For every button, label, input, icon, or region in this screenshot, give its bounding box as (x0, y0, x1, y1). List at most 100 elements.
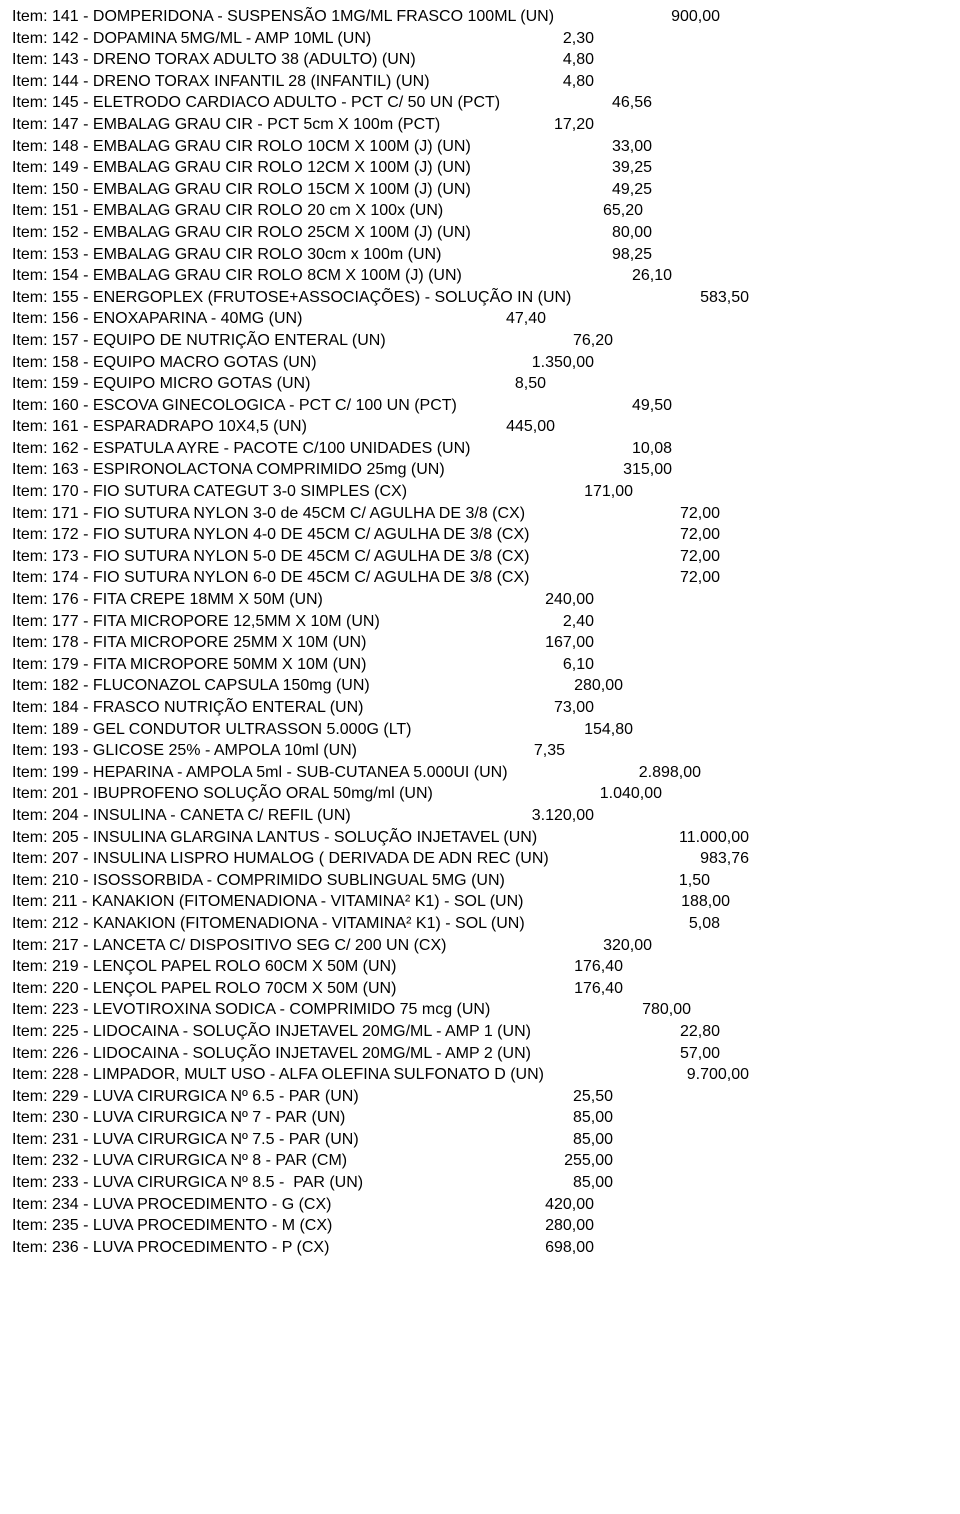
item-price: 22,80 (680, 1021, 720, 1043)
item-price: 4,80 (563, 49, 594, 71)
item-description: Item: 159 - EQUIPO MICRO GOTAS (UN) (12, 373, 310, 395)
item-line: Item: 160 - ESCOVA GINECOLOGICA - PCT C/… (12, 395, 672, 417)
item-line: Item: 177 - FITA MICROPORE 12,5MM X 10M … (12, 611, 594, 633)
item-line: Item: 225 - LIDOCAINA - SOLUÇÃO INJETAVE… (12, 1021, 720, 1043)
item-price: 65,20 (603, 200, 643, 222)
item-description: Item: 145 - ELETRODO CARDIACO ADULTO - P… (12, 92, 500, 114)
item-line: Item: 174 - FIO SUTURA NYLON 6-0 DE 45CM… (12, 567, 720, 589)
item-description: Item: 174 - FIO SUTURA NYLON 6-0 DE 45CM… (12, 567, 529, 589)
item-line: Item: 233 - LUVA CIRURGICA Nº 8.5 - PAR … (12, 1172, 613, 1194)
item-line: Item: 231 - LUVA CIRURGICA Nº 7.5 - PAR … (12, 1129, 613, 1151)
item-line: Item: 176 - FITA CREPE 18MM X 50M (UN)24… (12, 589, 594, 611)
item-line: Item: 179 - FITA MICROPORE 50MM X 10M (U… (12, 654, 594, 676)
item-description: Item: 228 - LIMPADOR, MULT USO - ALFA OL… (12, 1064, 544, 1086)
spacer (443, 200, 603, 222)
item-description: Item: 162 - ESPATULA AYRE - PACOTE C/100… (12, 438, 471, 460)
item-description: Item: 226 - LIDOCAINA - SOLUÇÃO INJETAVE… (12, 1043, 531, 1065)
item-description: Item: 219 - LENÇOL PAPEL ROLO 60CM X 50M… (12, 956, 396, 978)
item-line: Item: 141 - DOMPERIDONA - SUSPENSÃO 1MG/… (12, 6, 720, 28)
spacer (307, 416, 506, 438)
spacer (554, 6, 671, 28)
item-price: 6,10 (563, 654, 594, 676)
item-line: Item: 158 - EQUIPO MACRO GOTAS (UN) 1.350… (12, 352, 594, 374)
spacer (531, 1043, 680, 1065)
item-price: 1.350,00 (532, 352, 594, 374)
item-description: Item: 141 - DOMPERIDONA - SUSPENSÃO 1MG/… (12, 6, 554, 28)
item-description: Item: 143 - DRENO TORAX ADULTO 38 (ADULT… (12, 49, 416, 71)
item-line: Item: 219 - LENÇOL PAPEL ROLO 60CM X 50M… (12, 956, 623, 978)
item-description: Item: 193 - GLICOSE 25% - AMPOLA 10ml (U… (12, 740, 357, 762)
item-description: Item: 201 - IBUPROFENO SOLUÇÃO ORAL 50mg… (12, 783, 433, 805)
spacer (371, 28, 563, 50)
item-price: 154,80 (584, 719, 633, 741)
item-price: 420,00 (545, 1194, 594, 1216)
item-line: Item: 199 - HEPARINA - AMPOLA 5ml - SUB-… (12, 762, 701, 784)
spacer (359, 1086, 573, 1108)
spacer (471, 136, 612, 158)
item-line: Item: 147 - EMBALAG GRAU CIR - PCT 5cm X… (12, 114, 594, 136)
spacer (430, 71, 563, 93)
item-description: Item: 184 - FRASCO NUTRIÇÃO ENTERAL (UN) (12, 697, 363, 719)
spacer (359, 1129, 573, 1151)
item-line: Item: 189 - GEL CONDUTOR ULTRASSON 5.000… (12, 719, 633, 741)
item-price: 72,00 (680, 567, 720, 589)
item-price: 8,50 (515, 373, 546, 395)
item-line: Item: 155 - ENERGOPLEX (FRUTOSE+ASSOCIAÇ… (12, 287, 749, 309)
item-price: 583,50 (700, 287, 749, 309)
spacer (462, 265, 632, 287)
item-price: 698,00 (545, 1237, 594, 1259)
item-price: 2,40 (563, 611, 594, 633)
item-description: Item: 176 - FITA CREPE 18MM X 50M (UN) (12, 589, 323, 611)
item-description: Item: 212 - KANAKION (FITOMENADIONA - VI… (12, 913, 525, 935)
item-price: 11.000,00 (679, 827, 749, 849)
item-description: Item: 152 - EMBALAG GRAU CIR ROLO 25CM X… (12, 222, 471, 244)
item-description: Item: 179 - FITA MICROPORE 50MM X 10M (U… (12, 654, 366, 676)
spacer (370, 675, 574, 697)
item-line: Item: 212 - KANAKION (FITOMENADIONA - VI… (12, 913, 720, 935)
item-line: Item: 207 - INSULINA LISPRO HUMALOG ( DE… (12, 848, 749, 870)
item-line: Item: 182 - FLUCONAZOL CAPSULA 150mg (UN… (12, 675, 623, 697)
spacer (441, 244, 612, 266)
item-price: 280,00 (574, 675, 623, 697)
item-line: Item: 217 - LANCETA C/ DISPOSITIVO SEG C… (12, 935, 652, 957)
item-price: 9.700,00 (687, 1064, 749, 1086)
item-description: Item: 173 - FIO SUTURA NYLON 5-0 DE 45CM… (12, 546, 529, 568)
spacer (471, 438, 632, 460)
item-description: Item: 236 - LUVA PROCEDIMENTO - P (CX) (12, 1237, 329, 1259)
spacer (531, 1021, 680, 1043)
item-line: Item: 157 - EQUIPO DE NUTRIÇÃO ENTERAL (… (12, 330, 613, 352)
spacer (525, 913, 689, 935)
spacer (457, 395, 632, 417)
item-description: Item: 151 - EMBALAG GRAU CIR ROLO 20 cm … (12, 200, 443, 222)
item-description: Item: 229 - LUVA CIRURGICA Nº 6.5 - PAR … (12, 1086, 359, 1108)
spacer (386, 330, 573, 352)
item-line: Item: 223 - LEVOTIROXINA SODICA - COMPRI… (12, 999, 691, 1021)
item-line: Item: 204 - INSULINA - CANETA C/ REFIL (… (12, 805, 594, 827)
item-price: 780,00 (642, 999, 691, 1021)
spacer (471, 222, 612, 244)
item-price: 76,20 (573, 330, 613, 352)
item-line: Item: 150 - EMBALAG GRAU CIR ROLO 15CM X… (12, 179, 652, 201)
spacer (537, 827, 679, 849)
spacer (396, 978, 574, 1000)
item-description: Item: 158 - EQUIPO MACRO GOTAS (UN) (12, 352, 317, 374)
item-price: 47,40 (506, 308, 546, 330)
item-description: Item: 182 - FLUCONAZOL CAPSULA 150mg (UN… (12, 675, 370, 697)
spacer (505, 870, 679, 892)
item-price: 85,00 (573, 1172, 613, 1194)
item-line: Item: 152 - EMBALAG GRAU CIR ROLO 25CM X… (12, 222, 652, 244)
spacer (549, 848, 700, 870)
item-description: Item: 211 - KANAKION (FITOMENADIONA - VI… (12, 891, 523, 913)
item-line: Item: 163 - ESPIRONOLACTONA COMPRIMIDO 2… (12, 459, 672, 481)
item-line: Item: 211 - KANAKION (FITOMENADIONA - VI… (12, 891, 730, 913)
item-price: 171,00 (584, 481, 633, 503)
item-line: Item: 172 - FIO SUTURA NYLON 4-0 DE 45CM… (12, 524, 720, 546)
spacer (529, 567, 679, 589)
item-price: 80,00 (612, 222, 652, 244)
item-line: Item: 156 - ENOXAPARINA - 40MG (UN)47,40 (12, 308, 546, 330)
item-price: 3.120,00 (532, 805, 594, 827)
item-price: 900,00 (671, 6, 720, 28)
item-price: 176,40 (574, 956, 623, 978)
item-description: Item: 230 - LUVA CIRURGICA Nº 7 - PAR (U… (12, 1107, 345, 1129)
spacer (525, 503, 680, 525)
